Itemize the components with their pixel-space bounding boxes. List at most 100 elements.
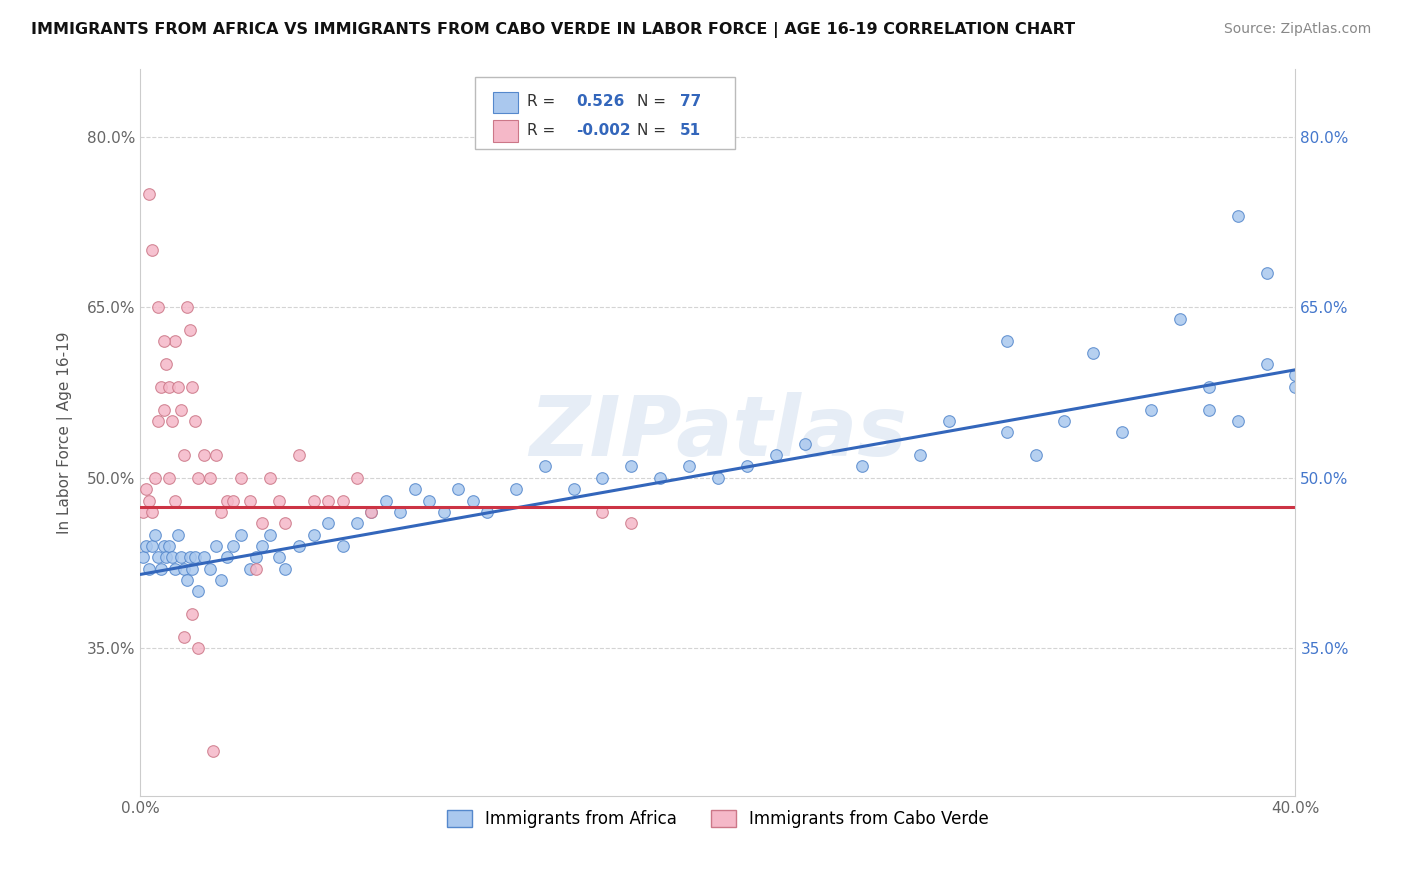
Point <box>1256 357 1278 371</box>
Text: N =: N = <box>637 95 666 109</box>
Point <box>374 493 396 508</box>
Point <box>201 743 224 757</box>
Point <box>316 493 339 508</box>
Point <box>193 448 215 462</box>
Point <box>149 562 172 576</box>
Point <box>143 527 166 541</box>
Point <box>591 471 613 485</box>
Point <box>170 550 193 565</box>
Point <box>167 527 190 541</box>
Point <box>562 482 585 496</box>
Point <box>138 186 160 201</box>
Point <box>179 323 201 337</box>
Point <box>215 493 238 508</box>
Text: IMMIGRANTS FROM AFRICA VS IMMIGRANTS FROM CABO VERDE IN LABOR FORCE | AGE 16-19 : IMMIGRANTS FROM AFRICA VS IMMIGRANTS FRO… <box>31 22 1076 38</box>
Point <box>222 493 245 508</box>
FancyBboxPatch shape <box>475 78 735 149</box>
Point <box>245 550 267 565</box>
Point <box>152 539 174 553</box>
Point <box>389 505 412 519</box>
Point <box>176 300 198 314</box>
Point <box>187 641 209 656</box>
Point <box>193 550 215 565</box>
Point <box>793 436 815 450</box>
Point <box>143 471 166 485</box>
Point <box>274 562 297 576</box>
Point <box>209 505 232 519</box>
Point <box>181 562 204 576</box>
Point <box>267 550 290 565</box>
Point <box>141 505 163 519</box>
Point <box>851 459 873 474</box>
Point <box>138 493 160 508</box>
Text: R =: R = <box>527 95 555 109</box>
Point <box>146 300 169 314</box>
Point <box>198 471 221 485</box>
Point <box>346 516 368 531</box>
Point <box>209 573 232 587</box>
Point <box>1256 266 1278 280</box>
Point <box>181 380 204 394</box>
Point <box>157 471 180 485</box>
Point <box>250 516 273 531</box>
Point <box>167 380 190 394</box>
Point <box>707 471 730 485</box>
Point <box>135 539 157 553</box>
Point <box>231 471 253 485</box>
Point <box>1168 311 1191 326</box>
Point <box>146 414 169 428</box>
Point <box>1284 368 1306 383</box>
Point <box>165 334 187 349</box>
Point <box>132 550 155 565</box>
Point <box>204 539 226 553</box>
FancyBboxPatch shape <box>492 92 519 113</box>
Point <box>1198 402 1220 417</box>
Text: N =: N = <box>637 123 666 138</box>
Point <box>908 448 931 462</box>
Point <box>239 493 262 508</box>
Point <box>267 493 290 508</box>
Point <box>1226 209 1249 223</box>
Point <box>274 516 297 531</box>
Point <box>215 550 238 565</box>
Point <box>505 482 527 496</box>
Point <box>360 505 382 519</box>
Point <box>332 539 354 553</box>
Text: 51: 51 <box>681 123 702 138</box>
Point <box>1284 380 1306 394</box>
Point <box>620 459 643 474</box>
Point <box>149 380 172 394</box>
Point <box>461 493 484 508</box>
Point <box>995 334 1018 349</box>
Point <box>1053 414 1076 428</box>
Point <box>132 505 155 519</box>
Point <box>176 573 198 587</box>
FancyBboxPatch shape <box>492 120 519 142</box>
Point <box>1111 425 1133 440</box>
Point <box>135 482 157 496</box>
Point <box>259 471 281 485</box>
Point <box>173 448 195 462</box>
Point <box>1025 448 1047 462</box>
Point <box>160 550 183 565</box>
Point <box>1198 380 1220 394</box>
Point <box>198 562 221 576</box>
Point <box>138 562 160 576</box>
Point <box>173 630 195 644</box>
Text: -0.002: -0.002 <box>576 123 630 138</box>
Point <box>170 402 193 417</box>
Point <box>250 539 273 553</box>
Point <box>404 482 426 496</box>
Point <box>141 244 163 258</box>
Point <box>141 539 163 553</box>
Point <box>1226 414 1249 428</box>
Point <box>447 482 470 496</box>
Point <box>765 448 787 462</box>
Point <box>184 550 207 565</box>
Point <box>288 539 311 553</box>
Point <box>204 448 226 462</box>
Point <box>591 505 613 519</box>
Point <box>346 471 368 485</box>
Point <box>179 550 201 565</box>
Point <box>184 414 207 428</box>
